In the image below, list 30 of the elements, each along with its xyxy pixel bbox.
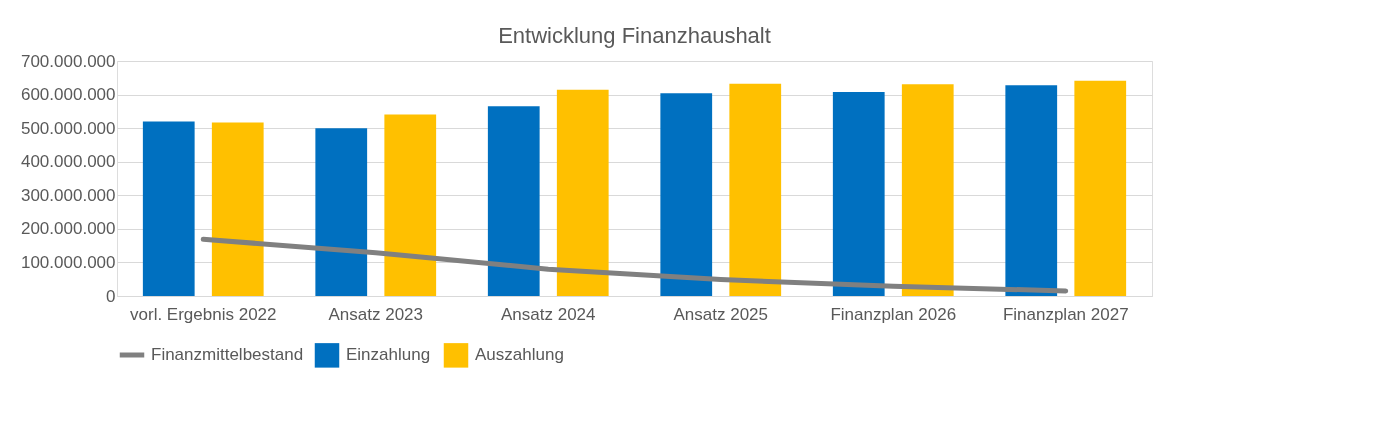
y-tick-label: 100.000.000	[20, 252, 116, 272]
x-tick-label: Finanzplan 2026	[830, 304, 957, 324]
x-tick-label: Finanzplan 2027	[1002, 304, 1129, 324]
legend-label: Auszahlung	[475, 345, 564, 365]
x-tick-label: Ansatz 2025	[673, 304, 769, 324]
x-tick-label: vorl. Ergebnis 2022	[130, 304, 277, 324]
x-tick-label: Ansatz 2024	[500, 304, 596, 324]
y-tick-label: 500.000.000	[20, 118, 116, 138]
bar	[901, 84, 954, 296]
bar	[1005, 85, 1058, 296]
bar	[142, 121, 195, 296]
bar	[832, 91, 885, 296]
bar	[384, 114, 437, 296]
x-tick-label: Ansatz 2023	[328, 304, 424, 324]
y-tick-label: 400.000.000	[20, 152, 116, 172]
bar	[487, 106, 540, 296]
y-tick-label: 0	[106, 286, 116, 306]
y-tick-label: 700.000.000	[20, 51, 116, 71]
legend-label: Finanzmittelbestand	[151, 345, 304, 364]
bar	[211, 122, 264, 296]
chart-title: Entwicklung Finanzhaushalt	[498, 23, 771, 48]
y-tick-label: 300.000.000	[20, 185, 116, 205]
bar	[660, 93, 713, 296]
bar	[729, 83, 782, 296]
legend-label: Einzahlung	[346, 345, 431, 365]
bar	[1074, 80, 1127, 296]
y-tick-label: 200.000.000	[20, 219, 116, 239]
bar	[556, 89, 609, 296]
y-tick-label: 600.000.000	[20, 85, 116, 105]
bar	[315, 128, 368, 296]
